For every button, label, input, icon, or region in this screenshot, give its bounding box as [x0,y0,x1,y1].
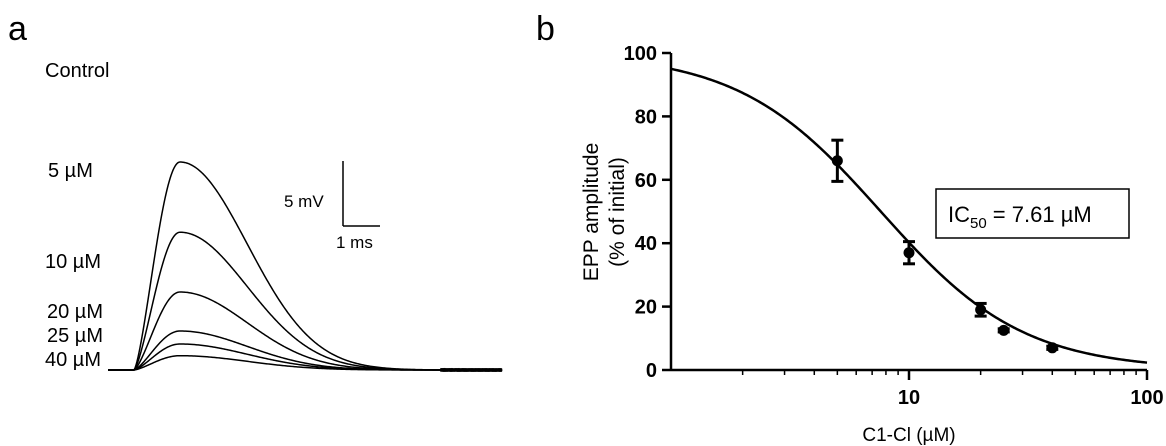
trace-label-40uM: 40 µM [45,349,101,371]
ic50-annotation: IC50 = 7.61 µM [935,188,1130,239]
ic50-subscript: 50 [970,215,987,232]
scale-bar-x-label: 1 ms [336,233,373,252]
data-point [997,324,1010,336]
ic50-prefix: IC [948,202,970,227]
y-tick-label: 60 [635,170,657,192]
point-marker [903,247,915,259]
trace-label-control: Control [45,60,109,82]
x-tick-label: 10 [898,387,920,409]
y-tick-label: 80 [635,106,657,128]
y-ticks: 0 20 40 60 80 100 [624,43,671,382]
ic50-box [935,188,1130,239]
x-tick-label: 100 [1130,387,1163,409]
point-marker [975,304,987,316]
ic50-text: IC50 = 7.61 µM [948,202,1092,232]
data-point [974,301,987,318]
y-axis-label: EPP amplitude [580,143,603,282]
trace-label-10uM: 10 µM [45,251,101,273]
trace-label-5uM: 5 µM [48,160,93,182]
data-point [903,240,915,266]
y-tick-label: 40 [635,233,657,255]
point-marker [1046,342,1058,354]
scale-bar-y-label: 5 mV [284,192,324,211]
point-marker [831,155,843,167]
y-tick-label: 100 [624,43,657,65]
x-ticks: 10 100 [741,370,1164,409]
y-tick-label: 0 [646,360,657,382]
x-axis-label: C1-Cl (µM) [862,425,955,446]
data-point [1046,342,1059,354]
ic50-value: = 7.61 µM [987,202,1092,227]
y-axis-label-line2: (% of initial) [606,157,629,267]
epp-traces [108,161,503,373]
trace-label-25uM: 25 µM [47,325,103,347]
trace-label-20uM: 20 µM [47,301,103,323]
y-tick-label: 20 [635,297,657,319]
point-marker [998,324,1010,336]
trace-6 [108,354,503,373]
data-point [831,138,844,183]
panel-b-label: b [536,10,555,48]
trace-3 [108,291,503,372]
panel-a-label: a [8,10,27,48]
data-points [831,138,1059,354]
